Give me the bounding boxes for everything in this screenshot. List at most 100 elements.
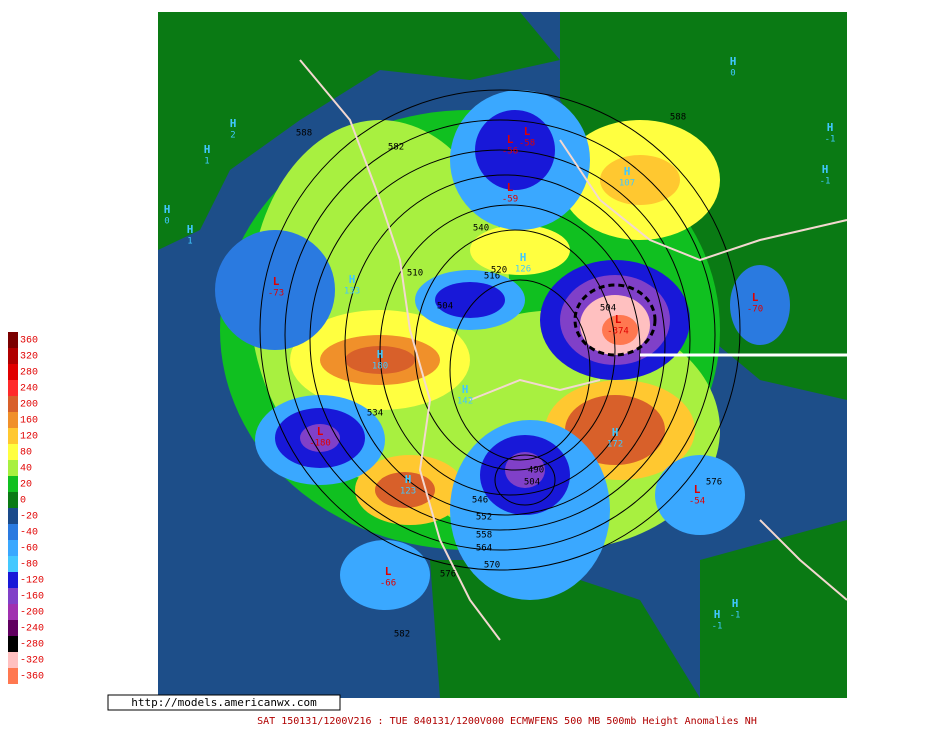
legend-label: -280	[20, 640, 44, 651]
legend-swatch	[8, 348, 18, 364]
contour-label: 510	[407, 269, 423, 279]
center-letter: L	[273, 275, 280, 288]
legend-swatch	[8, 668, 18, 684]
url: http://models.americanwx.com	[131, 696, 317, 709]
legend-swatch	[8, 476, 18, 492]
center-value: 1	[204, 157, 209, 167]
legend-swatch	[8, 556, 18, 572]
contour-label: 490	[528, 466, 544, 476]
center-value: 180	[372, 362, 388, 372]
legend-swatch	[8, 428, 18, 444]
footer-caption: SAT 150131/1200V216 : TUE 840131/1200V00…	[257, 716, 757, 727]
center-letter: H	[204, 143, 211, 156]
legend-label: -60	[20, 544, 38, 555]
legend-swatch	[8, 620, 18, 636]
legend-swatch	[8, 524, 18, 540]
legend-label: 120	[20, 432, 38, 443]
center-value: 107	[619, 179, 635, 189]
center-value: 0	[730, 69, 735, 79]
contour-label: 582	[388, 143, 404, 153]
center-value: -1	[730, 611, 741, 621]
contour-label: 582	[394, 630, 410, 640]
center-letter: H	[377, 348, 384, 361]
legend-label: -80	[20, 560, 38, 571]
center-value: -180	[309, 439, 331, 449]
center-value: 142	[457, 397, 473, 407]
anomaly-fields	[158, 12, 847, 698]
contour-label: 516	[484, 272, 500, 282]
legend-swatch	[8, 508, 18, 524]
legend-label: -200	[20, 608, 44, 619]
coastlines	[299, 59, 848, 641]
contour-label: 504	[437, 302, 453, 312]
legend-label: 80	[20, 448, 32, 459]
contour-label: 540	[473, 224, 489, 234]
legend-label: -240	[20, 624, 44, 635]
contour-label: 504	[524, 478, 540, 488]
legend-label: 160	[20, 416, 38, 427]
contour-label: 504	[600, 304, 616, 314]
center-letter: H	[349, 273, 356, 286]
legend-swatch	[8, 396, 18, 412]
center-letter: L	[317, 425, 324, 438]
contour-label: 576	[440, 570, 456, 580]
legend-swatch	[8, 364, 18, 380]
legend-swatch	[8, 332, 18, 348]
center-letter: L	[524, 125, 531, 138]
legend-label: 280	[20, 368, 38, 379]
legend-label: -20	[20, 512, 38, 523]
legend-label: 360	[20, 336, 38, 347]
height-contours	[259, 89, 741, 571]
center-value: -59	[502, 195, 518, 205]
contour-label: 588	[296, 129, 312, 139]
contour-label: 570	[484, 561, 500, 571]
legend-swatch	[8, 460, 18, 476]
center-letter: H	[462, 383, 469, 396]
center-letter: H	[612, 426, 619, 439]
center-letter: H	[164, 203, 171, 216]
legend-label: 0	[20, 496, 26, 507]
legend-swatch	[8, 652, 18, 668]
center-letter: H	[822, 163, 829, 176]
contour-label: 552	[476, 513, 492, 523]
center-letter: H	[187, 223, 194, 236]
center-letter: H	[827, 121, 834, 134]
legend-label: -320	[20, 656, 44, 667]
contour-label: 534	[367, 409, 383, 419]
legend-swatch	[8, 636, 18, 652]
legend-swatch	[8, 492, 18, 508]
center-letter: H	[732, 597, 739, 610]
legend-swatch	[8, 380, 18, 396]
legend-label: -360	[20, 672, 44, 683]
center-value: -73	[268, 289, 284, 299]
legend-label: 200	[20, 400, 38, 411]
center-letter: H	[714, 608, 721, 621]
center-letter: L	[507, 181, 514, 194]
center-letter: H	[230, 117, 237, 130]
center-value: 0	[164, 217, 169, 227]
center-value: 133	[344, 287, 360, 297]
center-value: -58	[519, 139, 535, 149]
legend-swatch	[8, 572, 18, 588]
contour-label: 546	[472, 496, 488, 506]
legend-label: -40	[20, 528, 38, 539]
legend-swatch	[8, 588, 18, 604]
url-box	[107, 694, 341, 711]
contour-label: 564	[476, 544, 492, 554]
center-letter: H	[405, 473, 412, 486]
center-letter: L	[615, 313, 622, 326]
center-letter: L	[507, 133, 514, 146]
contour-label: 558	[476, 531, 492, 541]
contour-label: 576	[706, 478, 722, 488]
legend-label: -160	[20, 592, 44, 603]
center-letter: H	[730, 55, 737, 68]
legend-swatch	[8, 604, 18, 620]
legend-label: 40	[20, 464, 32, 475]
legend-label: 240	[20, 384, 38, 395]
legend-label: 320	[20, 352, 38, 363]
center-value: -374	[607, 327, 629, 337]
center-value: -54	[689, 497, 705, 507]
center-value: 172	[607, 440, 623, 450]
center-letter: L	[385, 565, 392, 578]
